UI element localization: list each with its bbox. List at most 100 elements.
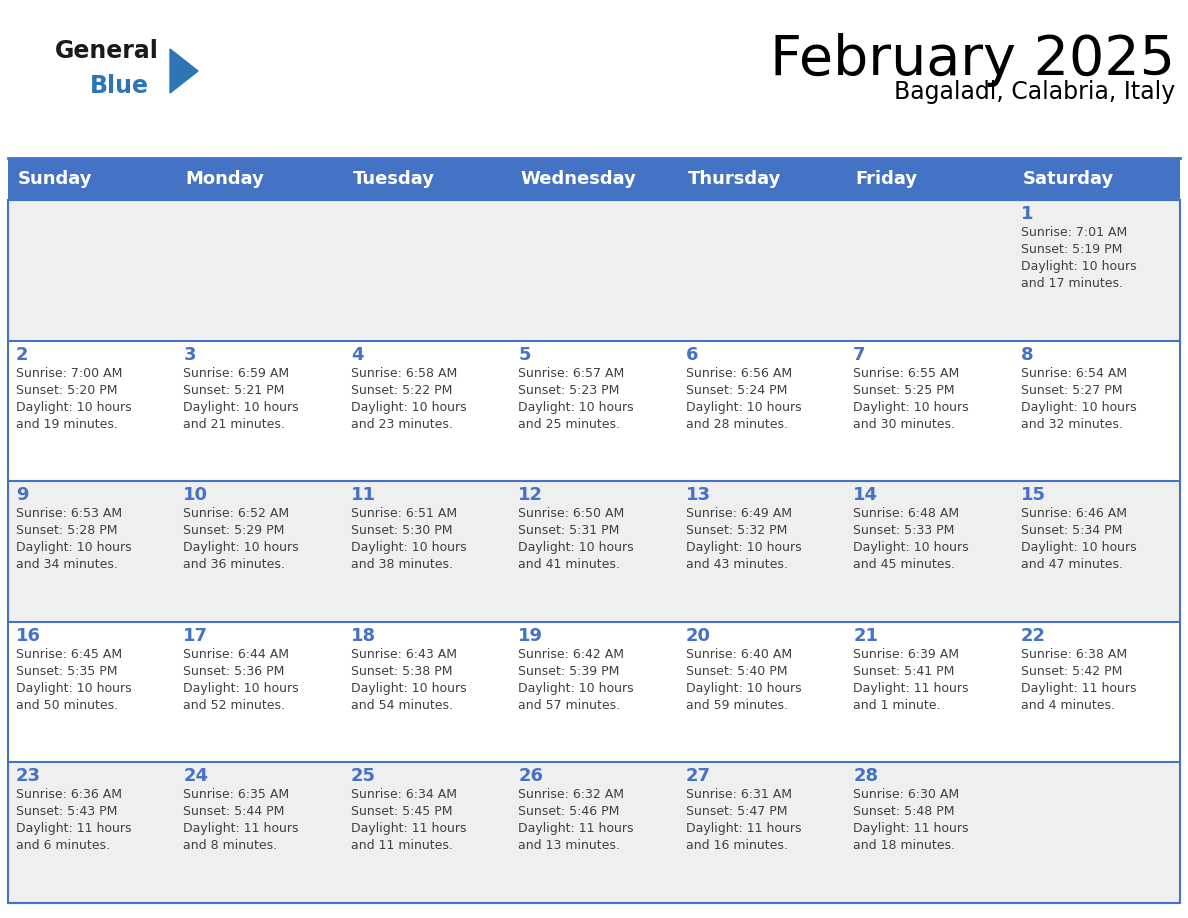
Text: 12: 12 — [518, 487, 543, 504]
Text: Bagaladi, Calabria, Italy: Bagaladi, Calabria, Italy — [893, 80, 1175, 104]
Text: Sunset: 5:42 PM: Sunset: 5:42 PM — [1020, 665, 1121, 677]
Text: Sunrise: 6:42 AM: Sunrise: 6:42 AM — [518, 648, 624, 661]
Text: and 23 minutes.: and 23 minutes. — [350, 418, 453, 431]
Text: Sunset: 5:19 PM: Sunset: 5:19 PM — [1020, 243, 1121, 256]
Text: Sunset: 5:33 PM: Sunset: 5:33 PM — [853, 524, 954, 537]
Bar — [8, 341, 1180, 481]
Text: Sunrise: 6:46 AM: Sunrise: 6:46 AM — [1020, 508, 1126, 521]
Text: 27: 27 — [685, 767, 710, 786]
Text: 9: 9 — [15, 487, 29, 504]
Text: Daylight: 10 hours: Daylight: 10 hours — [685, 542, 802, 554]
Text: Friday: Friday — [855, 170, 917, 188]
Text: Sunrise: 6:57 AM: Sunrise: 6:57 AM — [518, 366, 625, 380]
Polygon shape — [170, 49, 198, 93]
Text: Daylight: 11 hours: Daylight: 11 hours — [15, 823, 132, 835]
Text: and 8 minutes.: and 8 minutes. — [183, 839, 278, 853]
Text: Sunset: 5:40 PM: Sunset: 5:40 PM — [685, 665, 788, 677]
Text: Daylight: 10 hours: Daylight: 10 hours — [183, 682, 299, 695]
Text: Daylight: 10 hours: Daylight: 10 hours — [518, 682, 634, 695]
Text: and 16 minutes.: and 16 minutes. — [685, 839, 788, 853]
Text: Daylight: 10 hours: Daylight: 10 hours — [350, 400, 467, 414]
Text: Sunrise: 6:32 AM: Sunrise: 6:32 AM — [518, 789, 624, 801]
Text: Sunset: 5:39 PM: Sunset: 5:39 PM — [518, 665, 620, 677]
Text: Sunrise: 7:01 AM: Sunrise: 7:01 AM — [1020, 226, 1127, 239]
Text: Sunset: 5:22 PM: Sunset: 5:22 PM — [350, 384, 453, 397]
Text: Sunset: 5:38 PM: Sunset: 5:38 PM — [350, 665, 453, 677]
Text: 17: 17 — [183, 627, 208, 644]
Text: Sunset: 5:44 PM: Sunset: 5:44 PM — [183, 805, 285, 819]
Text: and 28 minutes.: and 28 minutes. — [685, 418, 788, 431]
Text: Sunset: 5:23 PM: Sunset: 5:23 PM — [518, 384, 620, 397]
Text: Sunrise: 6:55 AM: Sunrise: 6:55 AM — [853, 366, 960, 380]
Text: 13: 13 — [685, 487, 710, 504]
Text: Sunset: 5:21 PM: Sunset: 5:21 PM — [183, 384, 285, 397]
Text: and 34 minutes.: and 34 minutes. — [15, 558, 118, 571]
Text: and 19 minutes.: and 19 minutes. — [15, 418, 118, 431]
Text: Sunset: 5:41 PM: Sunset: 5:41 PM — [853, 665, 954, 677]
Text: Tuesday: Tuesday — [353, 170, 435, 188]
Text: Wednesday: Wednesday — [520, 170, 636, 188]
Text: Sunset: 5:46 PM: Sunset: 5:46 PM — [518, 805, 620, 819]
Text: Sunrise: 6:56 AM: Sunrise: 6:56 AM — [685, 366, 792, 380]
Text: Sunset: 5:25 PM: Sunset: 5:25 PM — [853, 384, 955, 397]
Text: and 32 minutes.: and 32 minutes. — [1020, 418, 1123, 431]
Text: Daylight: 11 hours: Daylight: 11 hours — [183, 823, 299, 835]
Text: and 13 minutes.: and 13 minutes. — [518, 839, 620, 853]
Text: and 25 minutes.: and 25 minutes. — [518, 418, 620, 431]
Text: Sunrise: 6:30 AM: Sunrise: 6:30 AM — [853, 789, 959, 801]
Text: Sunrise: 7:00 AM: Sunrise: 7:00 AM — [15, 366, 122, 380]
Text: Sunrise: 6:48 AM: Sunrise: 6:48 AM — [853, 508, 959, 521]
Text: Sunset: 5:34 PM: Sunset: 5:34 PM — [1020, 524, 1121, 537]
Text: Daylight: 10 hours: Daylight: 10 hours — [853, 400, 968, 414]
Text: 10: 10 — [183, 487, 208, 504]
Text: Sunset: 5:45 PM: Sunset: 5:45 PM — [350, 805, 453, 819]
Text: and 43 minutes.: and 43 minutes. — [685, 558, 788, 571]
Text: 2: 2 — [15, 345, 29, 364]
Bar — [8, 621, 1180, 763]
Text: 15: 15 — [1020, 487, 1045, 504]
Text: Sunset: 5:43 PM: Sunset: 5:43 PM — [15, 805, 118, 819]
Text: Daylight: 11 hours: Daylight: 11 hours — [853, 682, 968, 695]
Bar — [8, 481, 1180, 621]
Text: Sunset: 5:36 PM: Sunset: 5:36 PM — [183, 665, 285, 677]
Text: Sunset: 5:28 PM: Sunset: 5:28 PM — [15, 524, 118, 537]
Text: Daylight: 10 hours: Daylight: 10 hours — [685, 400, 802, 414]
Text: 4: 4 — [350, 345, 364, 364]
Text: Sunset: 5:27 PM: Sunset: 5:27 PM — [1020, 384, 1123, 397]
Text: Sunset: 5:24 PM: Sunset: 5:24 PM — [685, 384, 788, 397]
Text: Sunday: Sunday — [18, 170, 93, 188]
Text: Daylight: 10 hours: Daylight: 10 hours — [183, 400, 299, 414]
Text: and 18 minutes.: and 18 minutes. — [853, 839, 955, 853]
Text: Daylight: 11 hours: Daylight: 11 hours — [853, 823, 968, 835]
Text: Sunrise: 6:31 AM: Sunrise: 6:31 AM — [685, 789, 791, 801]
Text: 6: 6 — [685, 345, 699, 364]
Text: and 54 minutes.: and 54 minutes. — [350, 699, 453, 711]
Text: Sunrise: 6:36 AM: Sunrise: 6:36 AM — [15, 789, 122, 801]
Text: Daylight: 10 hours: Daylight: 10 hours — [1020, 542, 1136, 554]
Text: and 17 minutes.: and 17 minutes. — [1020, 277, 1123, 290]
Text: 14: 14 — [853, 487, 878, 504]
Text: Sunrise: 6:52 AM: Sunrise: 6:52 AM — [183, 508, 290, 521]
Bar — [8, 763, 1180, 903]
Text: Daylight: 11 hours: Daylight: 11 hours — [685, 823, 801, 835]
Text: February 2025: February 2025 — [770, 33, 1175, 87]
Text: Sunrise: 6:34 AM: Sunrise: 6:34 AM — [350, 789, 457, 801]
Text: Saturday: Saturday — [1023, 170, 1114, 188]
Text: and 6 minutes.: and 6 minutes. — [15, 839, 110, 853]
Text: Daylight: 10 hours: Daylight: 10 hours — [1020, 400, 1136, 414]
Text: Sunset: 5:48 PM: Sunset: 5:48 PM — [853, 805, 955, 819]
Text: Sunset: 5:20 PM: Sunset: 5:20 PM — [15, 384, 118, 397]
Text: Daylight: 10 hours: Daylight: 10 hours — [518, 542, 634, 554]
Text: Sunset: 5:32 PM: Sunset: 5:32 PM — [685, 524, 788, 537]
Text: Sunrise: 6:50 AM: Sunrise: 6:50 AM — [518, 508, 625, 521]
Text: Sunrise: 6:51 AM: Sunrise: 6:51 AM — [350, 508, 457, 521]
Text: 21: 21 — [853, 627, 878, 644]
Text: 3: 3 — [183, 345, 196, 364]
Text: 7: 7 — [853, 345, 866, 364]
Text: Sunset: 5:35 PM: Sunset: 5:35 PM — [15, 665, 118, 677]
Text: Blue: Blue — [90, 74, 148, 98]
Text: 8: 8 — [1020, 345, 1034, 364]
Text: Daylight: 10 hours: Daylight: 10 hours — [853, 542, 968, 554]
Text: Daylight: 11 hours: Daylight: 11 hours — [350, 823, 467, 835]
Text: Daylight: 10 hours: Daylight: 10 hours — [350, 682, 467, 695]
